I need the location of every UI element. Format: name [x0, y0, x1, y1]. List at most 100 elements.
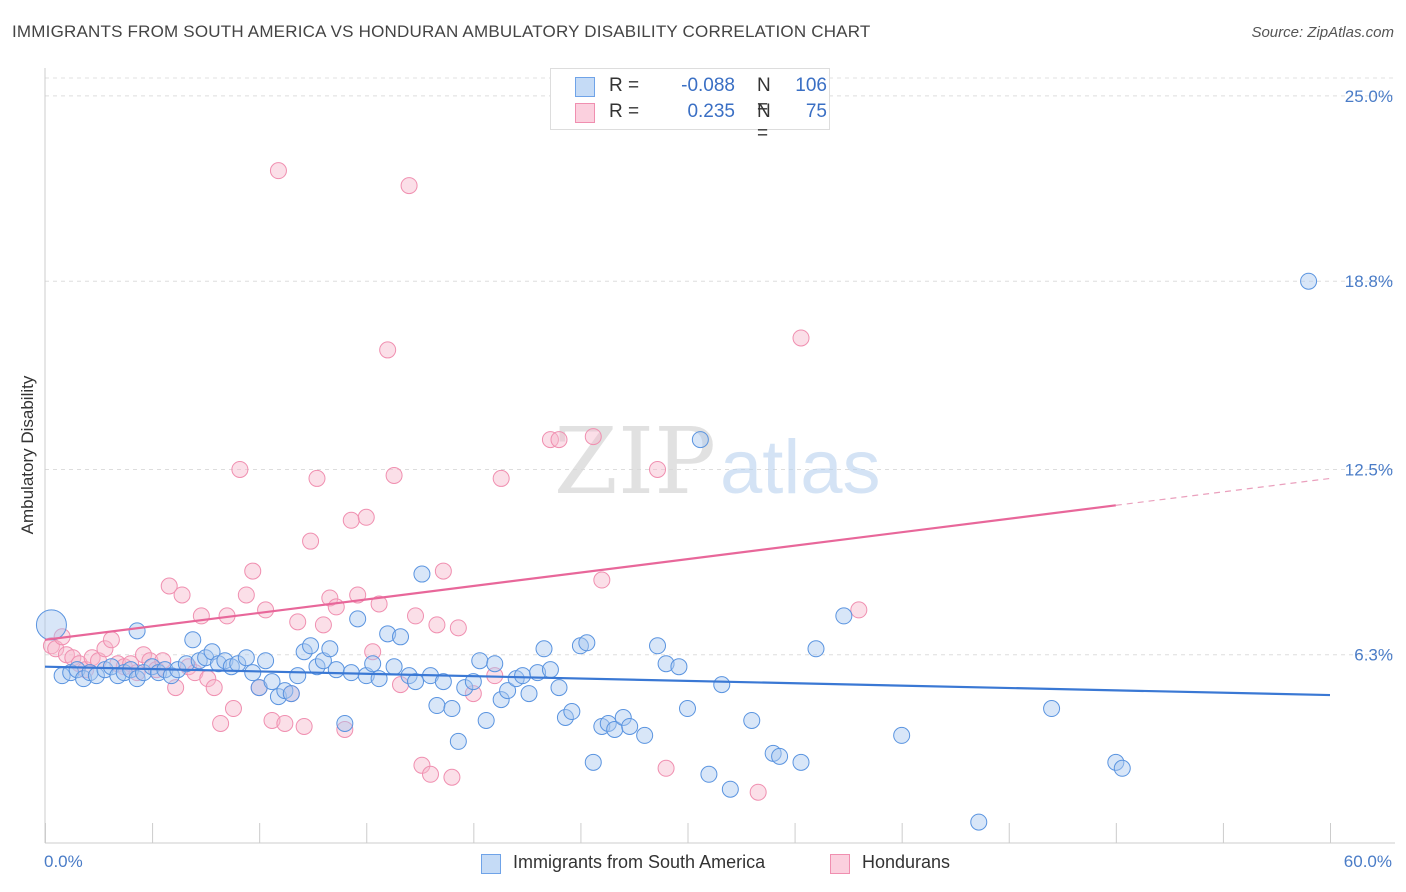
data-point [636, 726, 654, 744]
y-axis-label: Ambulatory Disability [18, 375, 37, 535]
data-point [471, 652, 489, 670]
data-point [102, 631, 120, 649]
data-point [370, 595, 388, 613]
data-point [336, 714, 354, 732]
data-point [244, 562, 262, 580]
data-point [231, 460, 249, 478]
data-point [289, 613, 307, 631]
legend-r-label: R = [609, 101, 640, 122]
data-point [593, 571, 611, 589]
data-point [670, 658, 688, 676]
data-point [713, 676, 731, 694]
data-point [835, 607, 853, 625]
data-point [349, 610, 367, 628]
data-point [162, 667, 180, 685]
data-point [35, 609, 67, 641]
data-point [443, 768, 461, 786]
data-point [357, 508, 375, 526]
data-point [807, 640, 825, 658]
data-point [295, 643, 313, 661]
legend-swatch-blue [481, 854, 501, 874]
data-point [321, 640, 339, 658]
data-point [1107, 753, 1125, 771]
data-point [302, 637, 320, 655]
data-point [422, 765, 439, 783]
data-point [550, 679, 568, 697]
legend-r-value: -0.088 [681, 75, 735, 96]
data-point [743, 711, 761, 729]
data-point [237, 649, 255, 667]
legend-label-south-america: Immigrants from South America [513, 852, 766, 872]
data-point [160, 577, 178, 595]
legend-swatch-pink [830, 854, 850, 874]
data-point [205, 679, 223, 697]
data-point [128, 670, 146, 688]
data-point [556, 708, 574, 726]
x-axis-max-label: 60.0% [1343, 852, 1392, 871]
data-point [584, 753, 602, 771]
data-point [621, 717, 639, 735]
data-point [257, 601, 275, 619]
data-point [75, 670, 93, 688]
data-point [385, 466, 403, 484]
data-point [970, 813, 988, 831]
data-point [308, 658, 326, 676]
data-point [657, 759, 675, 777]
data-point [289, 667, 307, 685]
data-point [321, 589, 339, 607]
trend-line-hondurans [44, 504, 1116, 641]
data-point [541, 431, 559, 449]
data-point [449, 619, 467, 637]
data-point [276, 714, 294, 732]
data-point [486, 655, 504, 673]
data-point [269, 162, 287, 180]
data-point [212, 714, 230, 732]
data-point [177, 655, 195, 673]
data-point [364, 655, 382, 673]
data-point [792, 329, 810, 347]
data-point [449, 732, 467, 750]
data-point [649, 460, 667, 478]
data-point [464, 685, 482, 703]
legend-swatch-pink [575, 103, 595, 123]
legend-n-label: N = [757, 75, 771, 118]
watermark-zip: ZIP [554, 408, 716, 515]
data-point [649, 637, 667, 655]
data-point [893, 726, 911, 744]
data-point [792, 753, 810, 771]
data-point [749, 783, 767, 801]
data-point [257, 652, 275, 670]
legend-n-value: 106 [795, 75, 827, 96]
data-point [520, 685, 538, 703]
data-point [514, 667, 532, 685]
data-point [269, 688, 287, 706]
y-tick-label: 6.3% [1354, 646, 1393, 665]
data-point [563, 703, 581, 721]
south-america-points [35, 272, 1318, 831]
data-point [614, 708, 632, 726]
data-point [327, 598, 345, 616]
data-point [295, 717, 313, 735]
data-point [385, 658, 403, 676]
data-point [1300, 272, 1318, 290]
data-point [407, 607, 425, 625]
chart-title: IMMIGRANTS FROM SOUTH AMERICA VS HONDURA… [12, 22, 871, 41]
data-point [492, 469, 510, 487]
data-point [428, 616, 446, 634]
data-point [282, 685, 300, 703]
trend-line-hondurans-extension [1115, 477, 1331, 506]
legend-n-value: 75 [805, 101, 827, 122]
data-point [691, 431, 709, 449]
data-point [679, 700, 696, 718]
data-point [700, 765, 718, 783]
x-axis-min-label: 0.0% [44, 852, 83, 871]
data-point [379, 625, 397, 643]
data-point [308, 469, 326, 487]
data-point [443, 700, 461, 718]
data-point [434, 673, 452, 691]
data-point [464, 673, 482, 691]
data-point [477, 711, 495, 729]
data-point [434, 562, 452, 580]
data-point [499, 682, 517, 700]
y-axis-tick-labels: 6.3% 12.5% 18.8% 25.0% [1345, 87, 1393, 665]
